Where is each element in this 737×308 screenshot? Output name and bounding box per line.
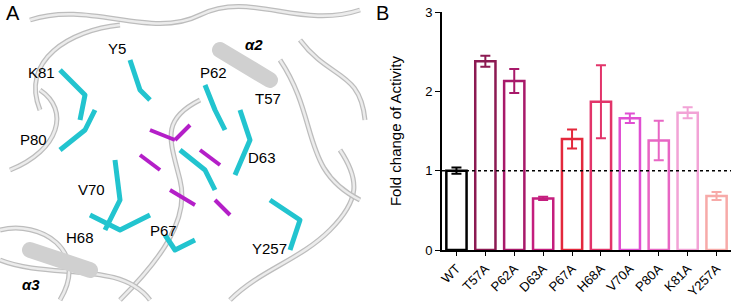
- svg-text:V70A: V70A: [603, 261, 636, 294]
- svg-text:α3: α3: [22, 276, 40, 293]
- html-text:B: B: [376, 2, 390, 24]
- svg-text:Y257: Y257: [252, 240, 287, 257]
- svg-text:K81A: K81A: [661, 261, 694, 294]
- svg-text:D63A: D63A: [516, 261, 550, 295]
- svg-text:0: 0: [425, 243, 432, 258]
- svg-text:Y5: Y5: [108, 40, 126, 57]
- svg-text:T57A: T57A: [459, 261, 492, 294]
- svg-text:H68A: H68A: [574, 261, 608, 295]
- svg-text:2: 2: [425, 84, 432, 99]
- svg-text:Y257A: Y257A: [685, 261, 723, 299]
- svg-text:3: 3: [425, 5, 432, 20]
- svg-text:WT: WT: [438, 261, 463, 286]
- svg-text:V70: V70: [78, 181, 105, 198]
- svg-text:P67: P67: [150, 222, 177, 239]
- svg-text:T57: T57: [255, 90, 281, 107]
- svg-text:P62: P62: [200, 64, 227, 81]
- svg-text:α2: α2: [245, 36, 263, 53]
- svg-text:K81: K81: [28, 64, 55, 81]
- svg-text:P80: P80: [20, 131, 47, 148]
- svg-text:P80A: P80A: [632, 261, 665, 294]
- svg-text:H68: H68: [66, 229, 94, 246]
- svg-text:1: 1: [425, 163, 432, 178]
- svg-text:P67A: P67A: [546, 261, 579, 294]
- svg-text:P62A: P62A: [488, 261, 521, 294]
- html-text:A: A: [6, 2, 20, 24]
- svg-text:Fold change of Activity: Fold change of Activity: [387, 55, 404, 206]
- svg-text:D63: D63: [248, 149, 276, 166]
